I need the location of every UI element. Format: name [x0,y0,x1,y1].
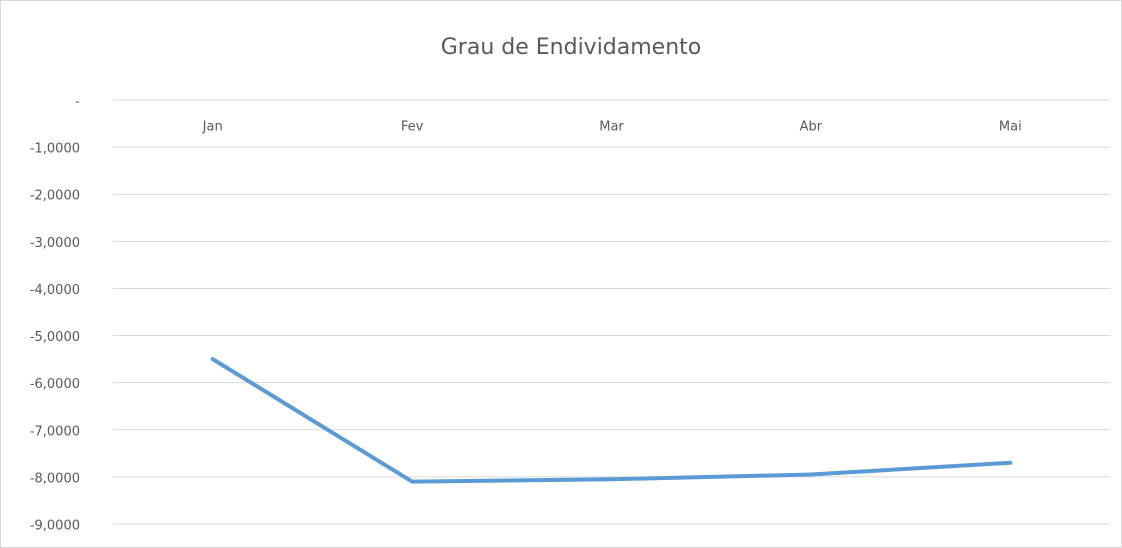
y-tick-label: -1,0000 [30,142,80,157]
y-tick-label: -3,0000 [30,236,80,251]
y-tick-label: -2,0000 [30,189,80,204]
y-tick-label: -7,0000 [30,424,80,439]
y-tick-label: -5,0000 [30,330,80,345]
chart-title: Grau de Endividamento [441,35,702,60]
y-tick-label: -8,0000 [30,471,80,486]
x-tick-label: Abr [800,120,823,135]
x-tick-label: Mar [599,120,624,135]
x-tick-label: Mai [999,120,1022,135]
x-tick-label: Jan [202,120,223,135]
x-tick-label: Fev [401,120,424,135]
y-tick-label: -6,0000 [30,377,80,392]
line-series [210,357,1013,484]
y-tick-label: -4,0000 [30,283,80,298]
y-tick-label: - [75,95,80,110]
y-tick-label: -9,0000 [30,519,80,534]
